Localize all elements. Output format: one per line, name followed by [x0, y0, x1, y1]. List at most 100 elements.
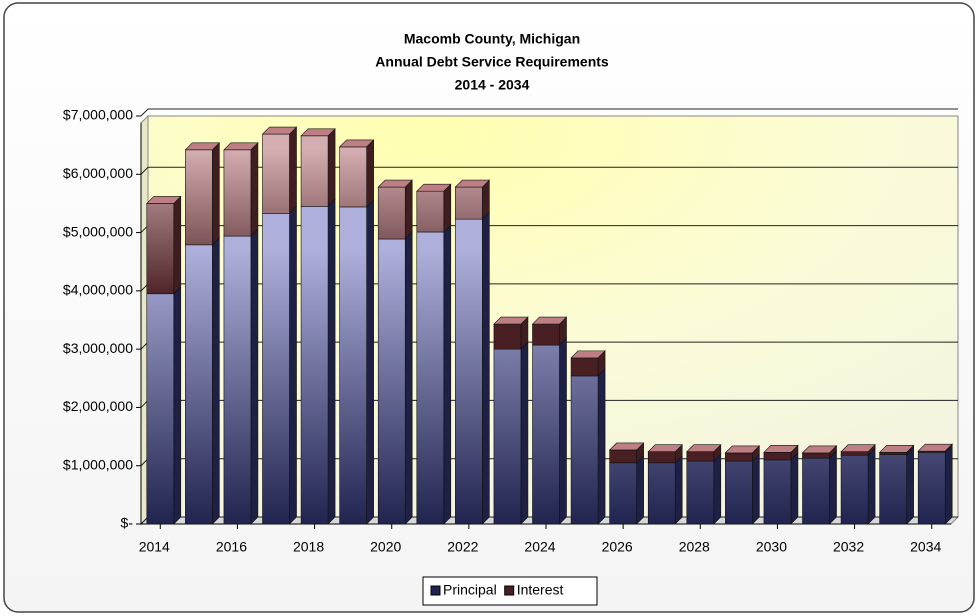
bar-side [482, 211, 490, 525]
x-tick-label: 2030 [756, 539, 787, 555]
bar-segment [609, 449, 637, 464]
bar-side [327, 128, 336, 208]
bar-side [559, 337, 567, 525]
legend-label: Principal [443, 582, 497, 598]
bar-segment [185, 149, 213, 246]
bar-top [223, 142, 259, 151]
x-tick-label: 2018 [293, 539, 324, 555]
bar-segment [802, 452, 830, 459]
bar-side [250, 228, 259, 525]
bar-top [146, 196, 182, 204]
bar-segment [223, 149, 252, 237]
bar-top [261, 126, 298, 135]
bar-top [647, 444, 683, 453]
bar-side [713, 453, 722, 525]
bar-segment [223, 235, 252, 525]
bar-side [520, 341, 529, 525]
bar-top [840, 444, 876, 453]
bar-side [443, 224, 452, 525]
bar-side [906, 446, 914, 525]
bar-segment [725, 452, 753, 462]
x-tick-label: 2014 [139, 539, 170, 555]
bar-top [570, 350, 606, 359]
bar-segment [185, 244, 213, 525]
bar-side [443, 183, 452, 233]
bar-side [790, 452, 799, 525]
bar-segment [840, 451, 869, 456]
bar-side [597, 368, 606, 525]
y-tick-label: $5,000,000 [63, 223, 133, 239]
bar-top [300, 128, 336, 137]
bar-side [366, 139, 374, 208]
bar-top [416, 183, 452, 192]
bar-top [338, 139, 375, 148]
bar-segment [416, 231, 445, 525]
bar-top [878, 445, 915, 453]
grid-line [140, 166, 958, 175]
bar-segment [840, 454, 869, 525]
y-tick-label: $1,000,000 [63, 456, 133, 472]
y-tick-label: $6,000,000 [63, 165, 133, 181]
y-tick-label: $- [121, 515, 134, 531]
bar-segment [493, 323, 522, 350]
bar-segment [532, 323, 560, 346]
bar-segment [146, 203, 175, 295]
y-tick-label: $3,000,000 [63, 340, 133, 356]
legend-label: Interest [517, 582, 564, 598]
bar-side [212, 237, 220, 525]
legend-swatch [504, 585, 515, 596]
y-tick-label: $2,000,000 [63, 398, 133, 414]
bar-segment [725, 460, 753, 525]
bar-side [404, 231, 413, 525]
bar-segment [377, 186, 406, 240]
bar-side [289, 126, 297, 215]
bar-top [184, 142, 221, 151]
bar-side [867, 447, 876, 525]
x-tick-label: 2024 [524, 539, 555, 555]
x-tick-label: 2020 [370, 539, 401, 555]
bar-side [404, 179, 413, 240]
bar-side [829, 450, 837, 525]
bar-segment [146, 293, 175, 525]
x-tick-label: 2022 [447, 539, 478, 555]
bar-top [763, 445, 799, 453]
bar-side [944, 444, 953, 525]
bar-segment [416, 190, 445, 233]
bar-side [327, 198, 336, 525]
bar-segment [300, 206, 329, 525]
bar-segment [570, 375, 599, 525]
bar-segment [917, 452, 946, 525]
x-tick-label: 2032 [833, 539, 864, 555]
bar-segment [686, 460, 715, 525]
grid-line [140, 108, 958, 117]
bar-side [366, 199, 374, 525]
bar-side [752, 453, 760, 525]
bar-segment [339, 206, 367, 525]
bar-segment [802, 457, 830, 525]
bar-top [493, 316, 529, 325]
bar-top [454, 179, 491, 188]
bar-segment [647, 451, 676, 464]
bar-segment [570, 357, 599, 377]
bar-top [377, 179, 413, 188]
bar-side [212, 142, 220, 246]
bar-segment [455, 186, 483, 220]
bar-segment [493, 348, 522, 525]
x-tick-label: 2026 [602, 539, 633, 555]
legend: Principal Interest [422, 576, 598, 606]
chart-title: Macomb County, Michigan [404, 31, 580, 47]
bar-segment [763, 452, 792, 461]
y-tick-label: $7,000,000 [63, 107, 133, 123]
chart-subtitle: 2014 - 2034 [455, 77, 530, 93]
bar-segment [532, 344, 560, 525]
bar-side [173, 195, 182, 295]
bar-segment [377, 238, 406, 525]
bar-top [608, 442, 645, 451]
bar-segment [879, 454, 907, 525]
bar-top [686, 444, 722, 453]
bar-segment [647, 462, 676, 525]
legend-swatch [430, 585, 441, 596]
y-tick-label: $4,000,000 [63, 282, 133, 298]
